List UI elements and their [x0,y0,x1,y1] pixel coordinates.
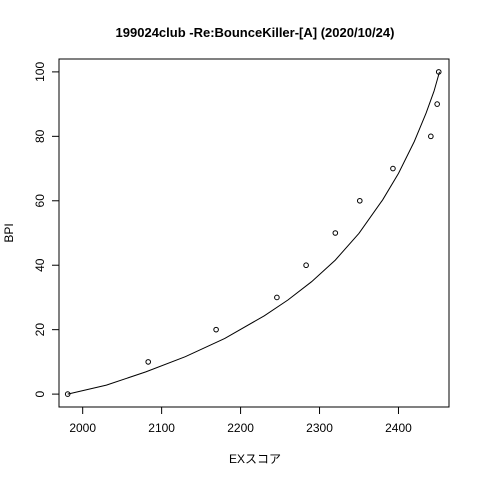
x-tick-label: 2100 [148,421,175,435]
x-tick-label: 2200 [227,421,254,435]
data-point [303,262,309,269]
data-point [64,391,71,397]
x-tick-label: 2300 [306,421,333,435]
data-point [145,359,152,365]
y-tick-label: 40 [33,258,47,272]
y-axis-label: BPI [2,223,16,242]
y-tick-label: 80 [33,129,47,143]
x-tick-label: 2400 [385,421,412,435]
plot-frame [58,58,450,408]
chart-title: 199024club -Re:BounceKiller-[A] (2020/10… [116,25,395,40]
y-tick-label: 20 [33,323,47,337]
x-axis: 2000 2100 2200 2300 2400 [69,407,412,435]
data-point [435,69,442,75]
data-points [64,69,442,397]
data-point [356,197,363,204]
y-tick-label: 100 [33,62,47,82]
x-tick-label: 2000 [69,421,96,435]
data-point [332,230,339,236]
y-axis: 0 20 40 60 80 100 [33,62,59,397]
fit-curve [67,71,440,395]
y-tick-label: 60 [33,194,47,208]
data-point [434,101,440,107]
data-point [213,326,219,333]
data-point [390,165,396,172]
y-tick-label: 0 [33,390,47,397]
x-axis-label: EXスコア [229,452,281,466]
data-point [428,133,434,140]
data-point [274,294,280,301]
